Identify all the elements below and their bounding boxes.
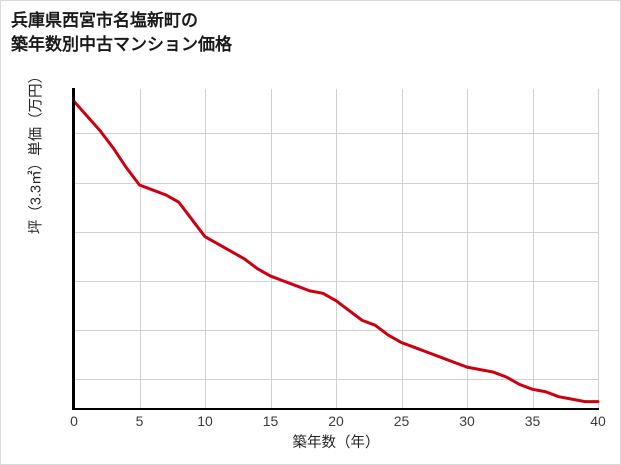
x-tick-label: 25 xyxy=(393,413,410,429)
gridline-vertical xyxy=(205,89,206,409)
x-tick-label: 15 xyxy=(262,413,279,429)
x-tick-label: 35 xyxy=(524,413,541,429)
plot-area xyxy=(72,89,600,409)
line-series xyxy=(72,99,600,404)
gridline-vertical xyxy=(270,89,272,409)
series-polyline xyxy=(72,99,600,404)
x-tick-label: 40 xyxy=(590,413,606,429)
x-tick-label: 30 xyxy=(459,413,475,429)
x-tick-label: 20 xyxy=(328,413,344,429)
chart-title: 兵庫県西宮市名塩新町の 築年数別中古マンション価格 xyxy=(11,11,232,55)
gridline-vertical xyxy=(401,89,403,409)
y-axis-label: 坪（3.3㎡）単価（万円） xyxy=(28,68,45,235)
x-tick-label: 5 xyxy=(135,413,144,429)
gridline-vertical xyxy=(467,89,468,409)
gridline-vertical xyxy=(598,89,599,409)
x-tick-label: 10 xyxy=(197,413,213,429)
gridline-vertical xyxy=(336,89,337,409)
gridline-vertical xyxy=(139,89,141,409)
y-axis-line xyxy=(72,88,75,410)
x-tick-label: 0 xyxy=(70,413,78,429)
gridline-vertical xyxy=(532,89,534,409)
x-axis-label: 築年数（年） xyxy=(292,435,380,451)
x-axis-line xyxy=(72,407,599,410)
